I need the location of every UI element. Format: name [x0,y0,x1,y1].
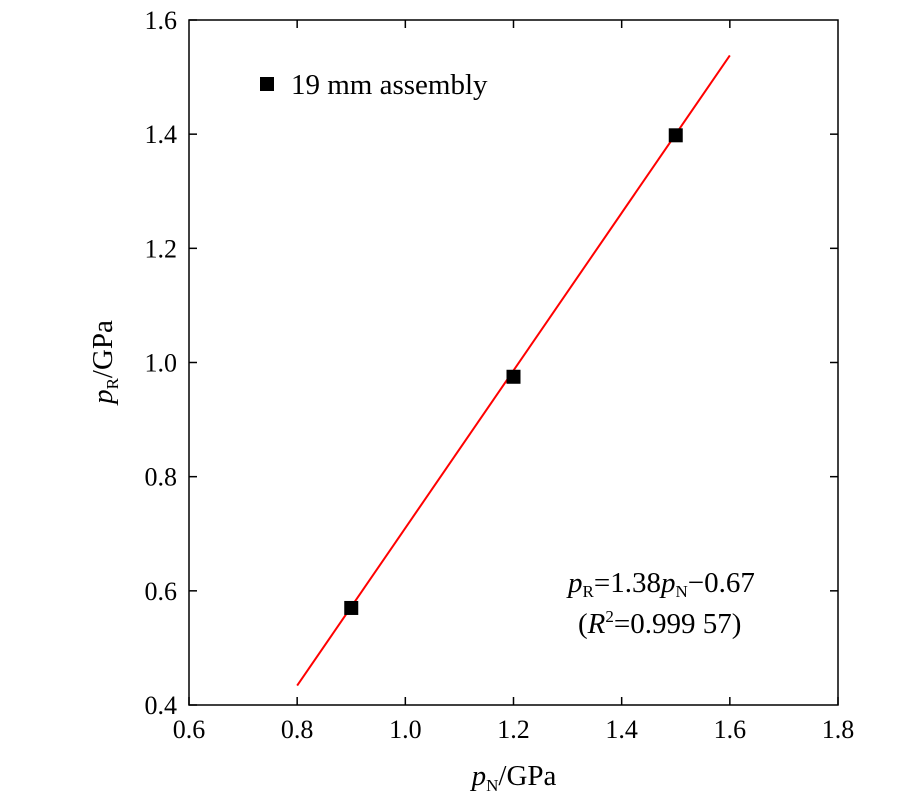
r2-rest: =0.999 57) [614,608,742,640]
eq-tail: −0.67 [688,567,755,599]
y-tick-label: 1.4 [145,120,178,149]
y-label-sub: R [103,377,122,389]
data-point [668,128,683,143]
data-point [344,600,359,615]
r2-open: ( [578,608,588,640]
r2-sup: 2 [605,607,614,626]
x-tick-label: 1.2 [497,715,530,744]
eq-mid: =1.38 [594,567,661,599]
y-label-unit: /GPa [87,320,119,378]
y-tick-label: 0.4 [145,691,178,720]
x-tick-label: 0.8 [281,715,314,744]
y-tick-label: 1.2 [145,234,178,263]
r-squared: (R2=0.999 57) [578,607,741,640]
y-tick-label: 0.6 [145,577,178,606]
y-axis-label: pR/GPa [87,320,122,406]
legend-marker [260,77,274,91]
plot-area: 0.6 0.8 1.0 1.2 1.4 1.6 1.80.40.60.81.01.21.41… [145,6,855,744]
x-axis-label: pN/GPa [470,760,557,795]
axis-ticks: 0.6 0.8 1.0 1.2 1.4 1.6 1.80.40.60.81.01.21.41… [145,6,855,744]
x-label-var: p [470,760,487,792]
y-tick-label: 0.8 [145,463,178,492]
legend: 19 mm assembly [260,69,488,101]
x-tick-label: 1.4 [605,715,638,744]
x-tick-label: 1.6 [714,715,747,744]
eq-rhs-sub: N [675,582,687,601]
r2-var: R [587,608,606,640]
data-point [506,369,521,384]
y-label-var: p [87,389,119,406]
plot-frame [188,19,839,706]
y-tick-label: 1.6 [145,6,178,35]
y-tick-label: 1.0 [145,349,178,378]
eq-lhs-sub: R [583,582,595,601]
legend-label: 19 mm assembly [291,69,488,101]
x-label-unit: /GPa [498,760,556,792]
x-tick-label: 1.8 [822,715,855,744]
x-label-sub: N [486,776,498,795]
eq-rhs-var: p [659,567,676,599]
x-tick-label: 0.6 [173,715,206,744]
fit-equation: pR=1.38pN−0.67 [566,567,755,601]
eq-lhs-var: p [566,567,583,599]
x-tick-label: 1.0 [389,715,422,744]
data-points [344,128,683,615]
